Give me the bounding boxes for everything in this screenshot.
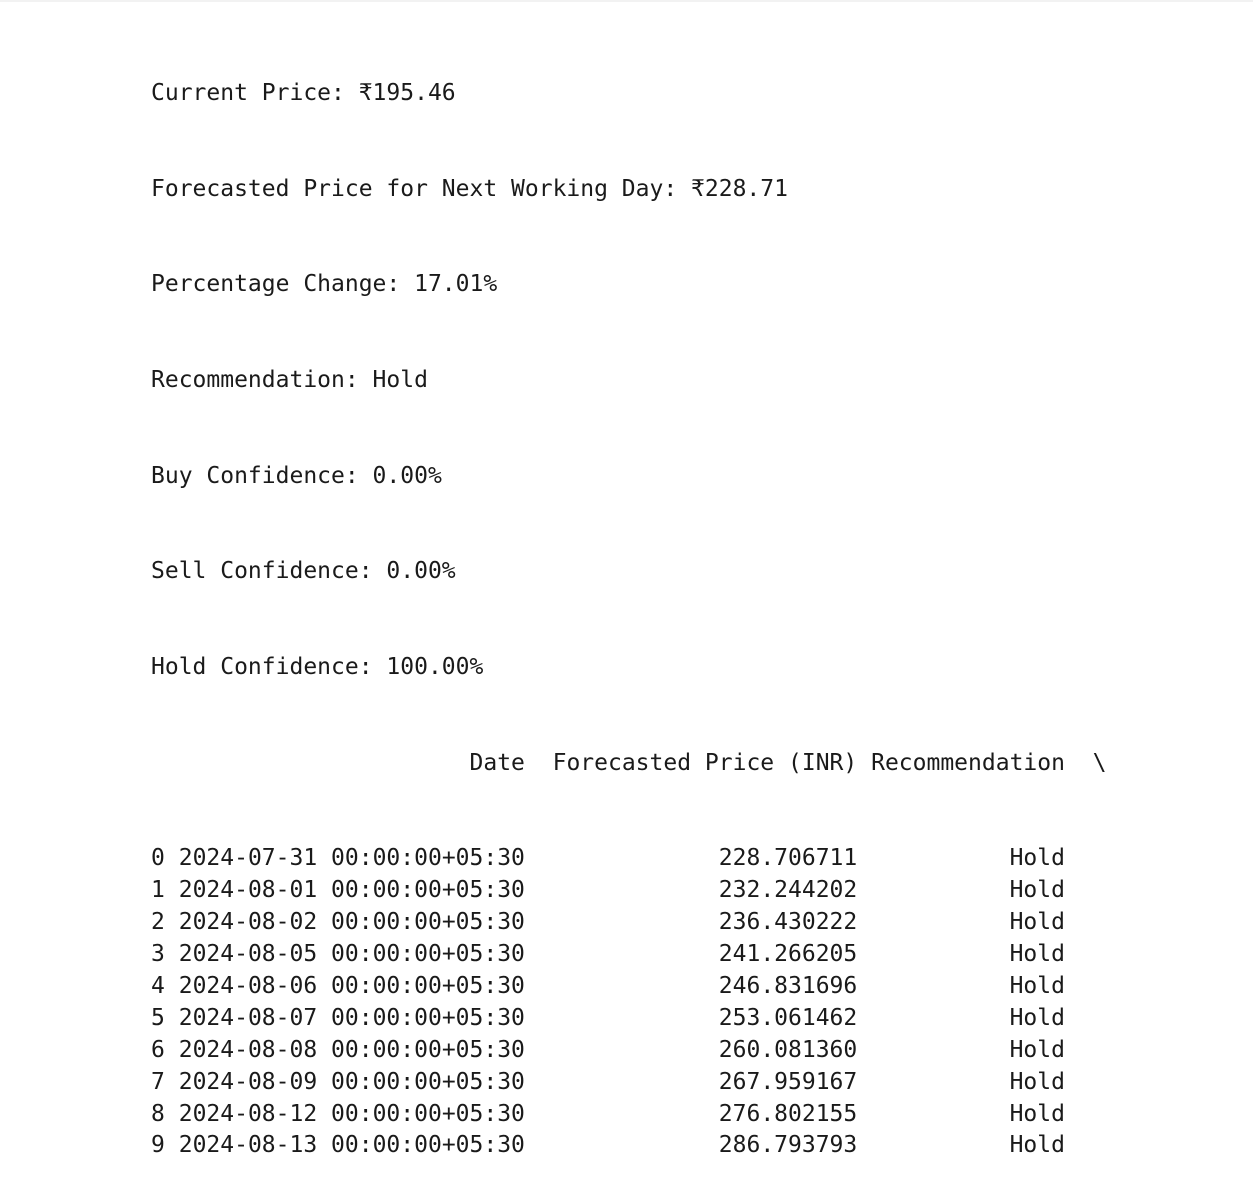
row-index: 1 [151, 877, 165, 904]
column-spacer [525, 1101, 553, 1127]
column-spacer [857, 973, 871, 999]
recommendation-line: Recommendation: Hold [151, 366, 428, 393]
table-row: 1 2024-08-01 00:00:00+05:30 232.244202 H… [151, 875, 1107, 907]
row-forecasted-price: 246.831696 [552, 973, 858, 999]
row-forecasted-price: 260.081360 [552, 1036, 858, 1063]
row-forecasted-price: 286.793793 [552, 1132, 858, 1159]
row-index: 4 [151, 973, 165, 999]
table-row: 0 2024-07-31 00:00:00+05:30 228.706711 H… [151, 843, 1107, 875]
row-index: 3 [151, 941, 165, 968]
column-spacer [525, 973, 553, 999]
notebook-output: Current Price: ₹195.46 Forecasted Price … [151, 14, 1107, 1194]
table-row: 4 2024-08-06 00:00:00+05:30 246.831696 H… [151, 971, 1107, 1003]
row-date: 2024-08-13 00:00:00+05:30 [178, 1132, 525, 1159]
column-spacer [857, 845, 871, 871]
column-spacer [857, 1132, 871, 1158]
column-spacer [857, 941, 871, 967]
column-spacer [525, 845, 553, 871]
row-forecasted-price: 276.802155 [552, 1100, 858, 1127]
row-index: 5 [151, 1004, 165, 1031]
row-index: 9 [151, 1132, 165, 1159]
column-spacer [525, 1005, 553, 1031]
row-date: 2024-08-07 00:00:00+05:30 [178, 1004, 525, 1031]
row-date: 2024-08-09 00:00:00+05:30 [178, 1068, 525, 1095]
table-row: 3 2024-08-05 00:00:00+05:30 241.266205 H… [151, 939, 1107, 971]
column-header-price: Forecasted Price (INR) [552, 749, 858, 776]
row-recommendation: Hold [871, 941, 1065, 968]
row-index: 0 [151, 845, 165, 872]
hold-confidence-line: Hold Confidence: 100.00% [151, 654, 484, 681]
table-row: 9 2024-08-13 00:00:00+05:30 286.793793 H… [151, 1130, 1107, 1162]
column-spacer [857, 909, 871, 935]
row-forecasted-price: 236.430222 [552, 909, 858, 936]
column-spacer [165, 1101, 179, 1127]
row-date: 2024-07-31 00:00:00+05:30 [178, 845, 525, 872]
row-date: 2024-08-12 00:00:00+05:30 [178, 1100, 525, 1127]
sell-confidence-line: Sell Confidence: 0.00% [151, 558, 456, 585]
column-spacer [525, 1069, 553, 1095]
column-spacer [857, 1069, 871, 1095]
row-date: 2024-08-05 00:00:00+05:30 [178, 941, 525, 968]
column-spacer [165, 845, 179, 871]
row-forecasted-price: 232.244202 [552, 877, 858, 904]
percentage-change-line: Percentage Change: 17.01% [151, 271, 498, 298]
column-spacer [525, 877, 553, 903]
continuation-marker: \ [1064, 749, 1107, 776]
column-spacer [857, 750, 871, 776]
row-forecasted-price: 228.706711 [552, 845, 858, 872]
column-spacer [525, 1037, 553, 1063]
column-spacer [165, 909, 179, 935]
row-recommendation: Hold [871, 1132, 1065, 1159]
column-spacer [165, 1069, 179, 1095]
table-row: 7 2024-08-09 00:00:00+05:30 267.959167 H… [151, 1067, 1107, 1099]
row-recommendation: Hold [871, 1068, 1065, 1095]
column-spacer [165, 941, 179, 967]
column-spacer [165, 1037, 179, 1063]
row-index: 6 [151, 1036, 165, 1063]
row-forecasted-price: 253.061462 [552, 1004, 858, 1031]
column-spacer [857, 877, 871, 903]
column-header-recommendation: Recommendation [871, 749, 1065, 776]
row-forecasted-price: 241.266205 [552, 941, 858, 968]
table-row: 8 2024-08-12 00:00:00+05:30 276.802155 H… [151, 1099, 1107, 1131]
current-price-line: Current Price: ₹195.46 [151, 79, 456, 106]
row-recommendation: Hold [871, 973, 1065, 999]
column-spacer [165, 877, 179, 903]
column-spacer [525, 909, 553, 935]
row-index: 7 [151, 1068, 165, 1095]
column-spacer [857, 1005, 871, 1031]
table-header: Date Forecasted Price (INR) Recommendati… [151, 748, 1107, 780]
row-recommendation: Hold [871, 1036, 1065, 1063]
column-spacer [525, 750, 553, 776]
row-date: 2024-08-02 00:00:00+05:30 [178, 909, 525, 936]
row-recommendation: Hold [871, 877, 1065, 904]
table-row: 2 2024-08-02 00:00:00+05:30 236.430222 H… [151, 907, 1107, 939]
column-spacer [165, 1005, 179, 1031]
forecasted-price-line: Forecasted Price for Next Working Day: ₹… [151, 175, 788, 202]
row-index: 2 [151, 909, 165, 936]
row-recommendation: Hold [871, 1100, 1065, 1127]
output-top-border [0, 0, 1253, 2]
column-spacer [857, 1101, 871, 1127]
column-spacer [525, 941, 553, 967]
row-date: 2024-08-01 00:00:00+05:30 [178, 877, 525, 904]
row-index: 8 [151, 1100, 165, 1127]
table-row: 6 2024-08-08 00:00:00+05:30 260.081360 H… [151, 1035, 1107, 1067]
column-spacer [525, 1132, 553, 1158]
table-row: 5 2024-08-07 00:00:00+05:30 253.061462 H… [151, 1003, 1107, 1035]
buy-confidence-line: Buy Confidence: 0.00% [151, 462, 442, 489]
row-recommendation: Hold [871, 909, 1065, 936]
row-date: 2024-08-08 00:00:00+05:30 [178, 1036, 525, 1063]
column-spacer [857, 1037, 871, 1063]
column-spacer [165, 973, 179, 999]
row-forecasted-price: 267.959167 [552, 1068, 858, 1095]
column-header-date: Date [178, 749, 525, 776]
row-recommendation: Hold [871, 1004, 1065, 1031]
table-body: 0 2024-07-31 00:00:00+05:30 228.706711 H… [151, 843, 1107, 1162]
row-date: 2024-08-06 00:00:00+05:30 [178, 973, 525, 999]
row-recommendation: Hold [871, 845, 1065, 872]
column-spacer [165, 1132, 179, 1158]
table-index-spacer [151, 750, 179, 776]
